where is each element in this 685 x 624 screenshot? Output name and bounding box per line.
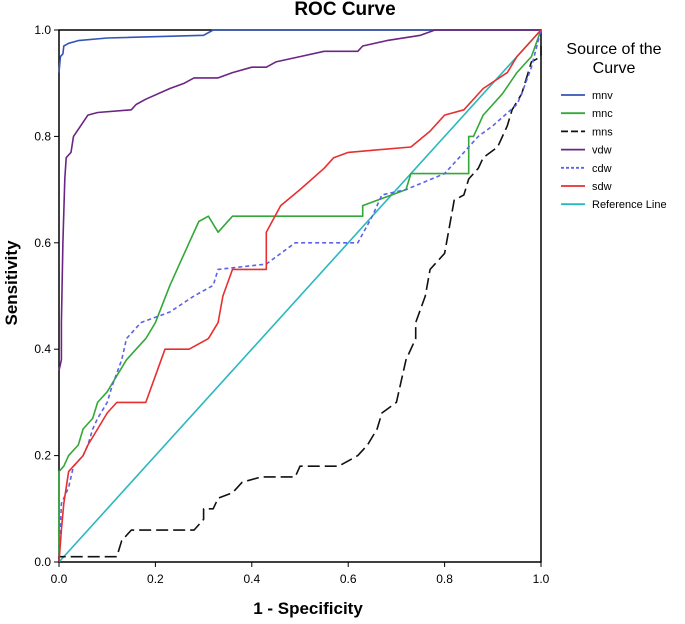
- legend-item-vdw: vdw: [561, 145, 612, 157]
- y-tick-label: 0.6: [34, 236, 51, 250]
- legend-label: sdw: [592, 181, 612, 193]
- legend-item-mnc: mnc: [561, 108, 613, 120]
- legend-item-cdw: cdw: [561, 163, 612, 175]
- axis-ticks: 0.0 0.2 0.4 0.6 0.8 1.0 0.0 0.2 0.4 0.6 0.8 1.0: [34, 23, 549, 586]
- x-tick-label: 0.8: [436, 572, 453, 586]
- y-tick-label: 1.0: [34, 23, 51, 37]
- x-tick-label: 0.0: [51, 572, 68, 586]
- series-line-sdw: [58, 29, 542, 563]
- series-line-vdw: [58, 29, 541, 371]
- legend-label: mnc: [592, 108, 613, 120]
- y-tick-label: 0.8: [34, 129, 51, 143]
- legend-title-line1: Source of the: [566, 41, 661, 58]
- y-tick-label: 0.4: [34, 342, 51, 356]
- series-line-cdw: [58, 29, 542, 563]
- legend-title-line2: Curve: [593, 60, 636, 77]
- x-axis-label: 1 - Specificity: [253, 599, 363, 618]
- x-tick-label: 0.4: [243, 572, 260, 586]
- chart-title: ROC Curve: [294, 0, 395, 20]
- legend-item-mns: mns: [561, 126, 613, 138]
- legend-label: vdw: [592, 145, 612, 157]
- series-layer: [58, 29, 542, 563]
- series-line-mns: [58, 46, 542, 562]
- x-tick-label: 0.6: [340, 572, 357, 586]
- series-line-mnv: [58, 29, 541, 73]
- legend: Source of the Curve mnv mnc mns vdw cdw sdw Re…: [561, 41, 667, 211]
- series-line-reference-line: [58, 29, 542, 563]
- y-tick-label: 0.2: [34, 449, 51, 463]
- legend-item-mnv: mnv: [561, 90, 613, 102]
- x-tick-label: 1.0: [533, 572, 550, 586]
- legend-item-reference-line: Reference Line: [561, 199, 667, 211]
- y-tick-label: 0.0: [34, 555, 51, 569]
- legend-label: mnv: [592, 90, 613, 102]
- legend-label: cdw: [592, 163, 612, 175]
- legend-label: Reference Line: [592, 199, 667, 211]
- series-line-mnc: [58, 29, 542, 562]
- x-tick-label: 0.2: [147, 572, 164, 586]
- y-axis-label: Sensitivity: [2, 240, 21, 326]
- legend-item-sdw: sdw: [561, 181, 612, 193]
- legend-label: mns: [592, 126, 613, 138]
